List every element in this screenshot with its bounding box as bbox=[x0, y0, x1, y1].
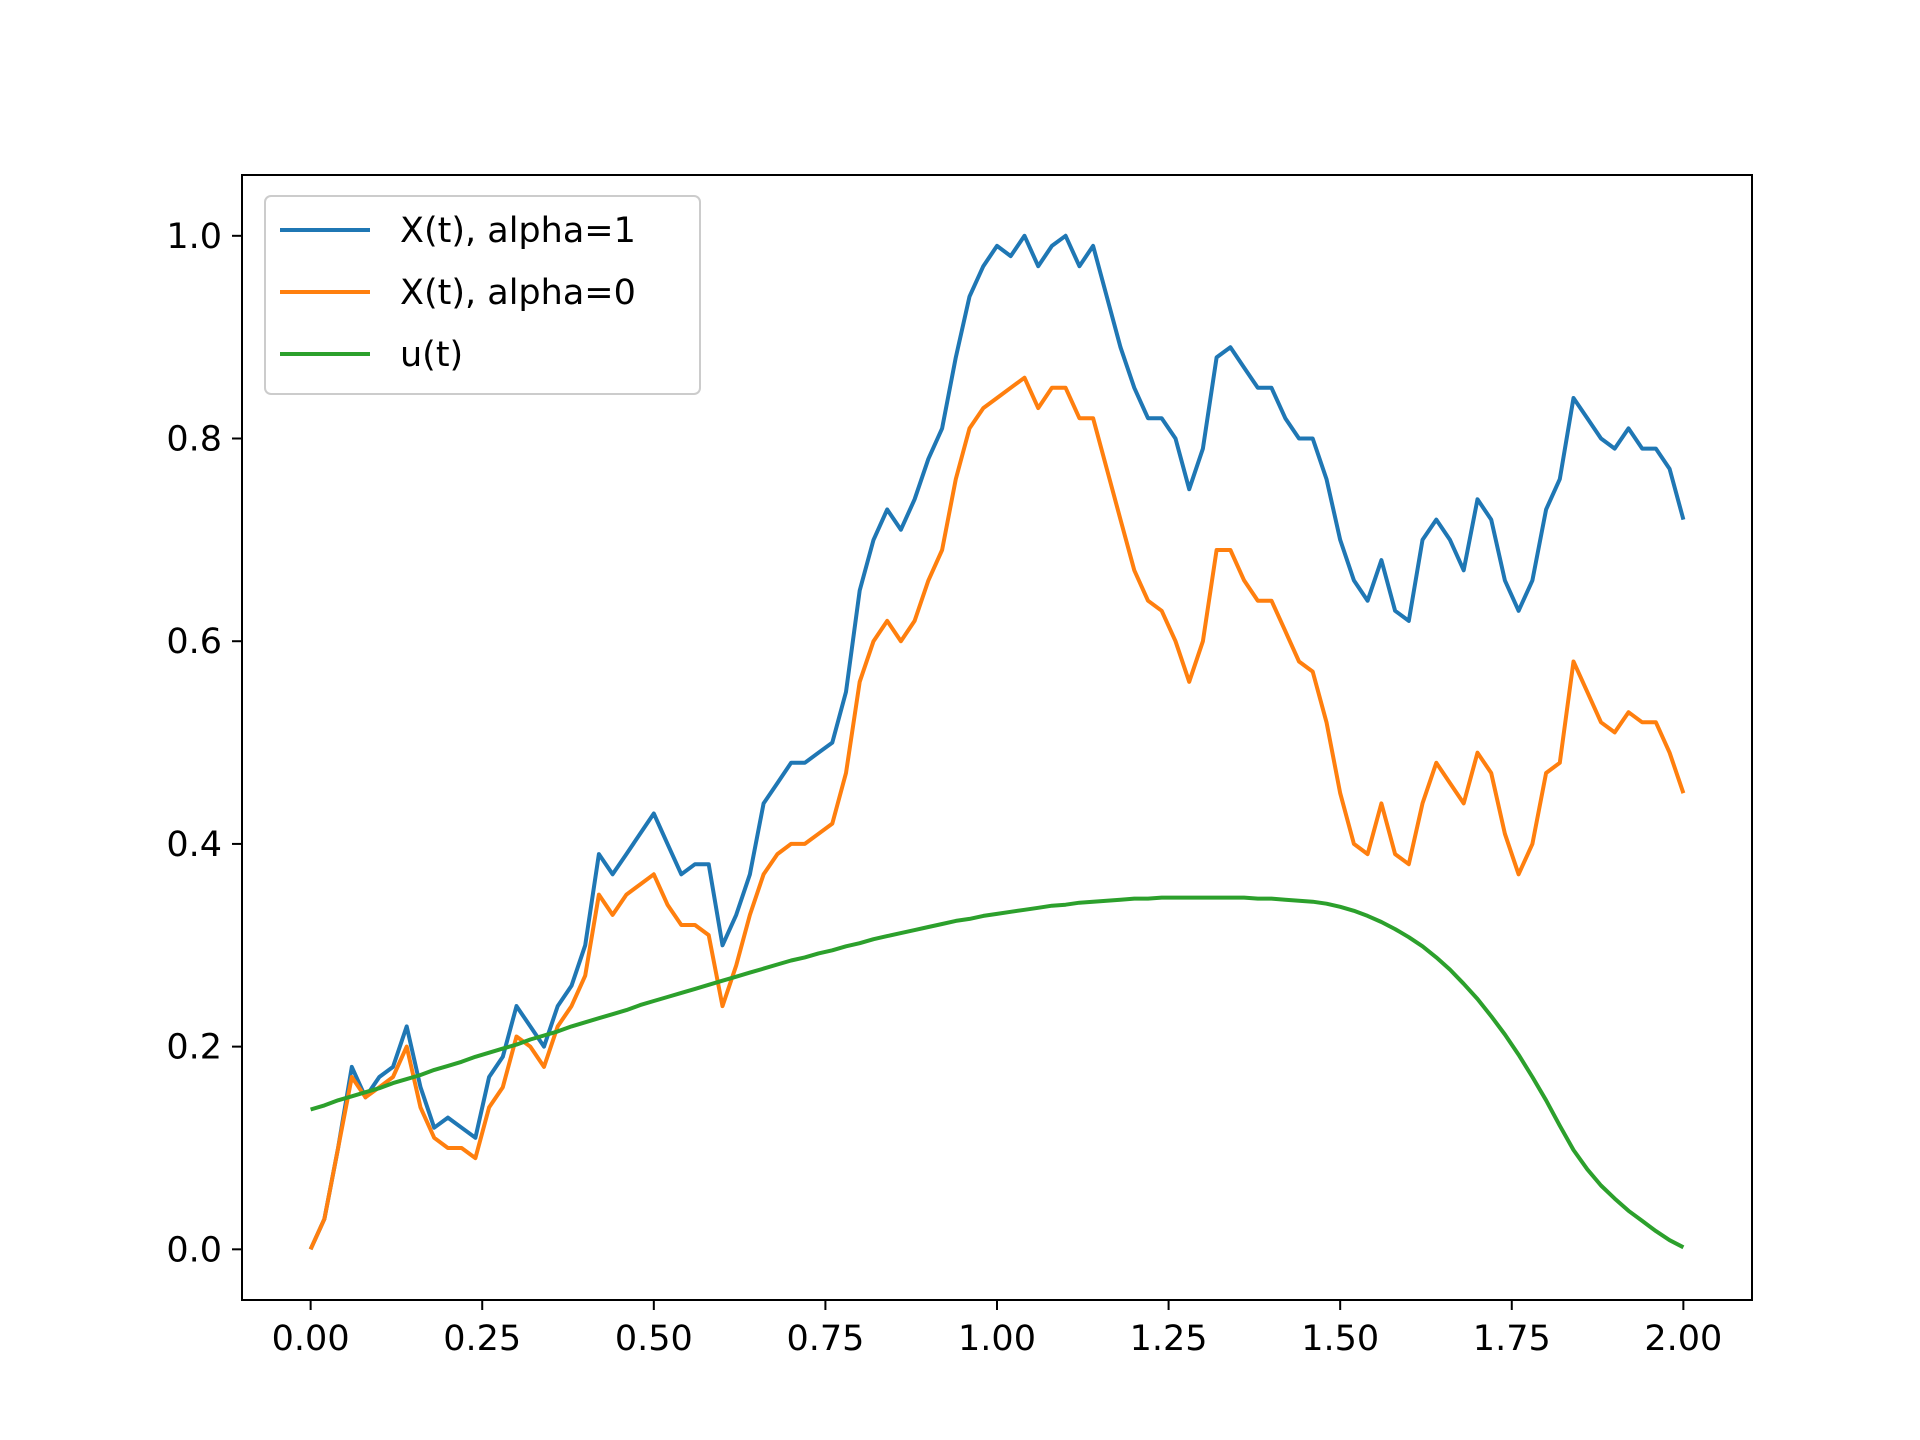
legend-box bbox=[264, 195, 701, 395]
legend-label-alpha0: X(t), alpha=0 bbox=[400, 273, 636, 313]
x-tick-label: 1.00 bbox=[958, 1319, 1036, 1359]
legend-label-alpha1: X(t), alpha=1 bbox=[400, 211, 636, 251]
plot-lines bbox=[308, 233, 1686, 1251]
x-tick-label: 2.00 bbox=[1644, 1319, 1722, 1359]
y-tick-label: 0.6 bbox=[166, 622, 222, 662]
x-tick-label: 1.25 bbox=[1130, 1319, 1208, 1359]
y-tick-label: 0.8 bbox=[166, 420, 222, 460]
legend: X(t), alpha=1 X(t), alpha=0 u(t) bbox=[264, 195, 701, 395]
y-tick-label: 0.4 bbox=[166, 825, 222, 865]
series-line-2 bbox=[310, 895, 1685, 1250]
x-tick-label: 1.50 bbox=[1301, 1319, 1379, 1359]
series-line-0 bbox=[308, 233, 1686, 1251]
x-tick-label: 0.75 bbox=[786, 1319, 864, 1359]
y-axis: 0.0 0.2 0.4 0.6 0.8 1.0 bbox=[166, 217, 242, 1270]
series-line-1 bbox=[308, 375, 1686, 1251]
x-tick-label: 0.25 bbox=[443, 1319, 521, 1359]
y-tick-label: 0.0 bbox=[166, 1230, 222, 1270]
x-axis: 0.00 0.25 0.50 0.75 1.00 1.25 1.50 1.75 2.00 bbox=[272, 1300, 1722, 1359]
y-tick-label: 1.0 bbox=[166, 217, 222, 257]
x-tick-label: 0.00 bbox=[272, 1319, 350, 1359]
x-tick-label: 1.75 bbox=[1473, 1319, 1551, 1359]
legend-label-u: u(t) bbox=[400, 335, 463, 375]
y-tick-label: 0.2 bbox=[166, 1028, 222, 1068]
x-tick-label: 0.50 bbox=[615, 1319, 693, 1359]
